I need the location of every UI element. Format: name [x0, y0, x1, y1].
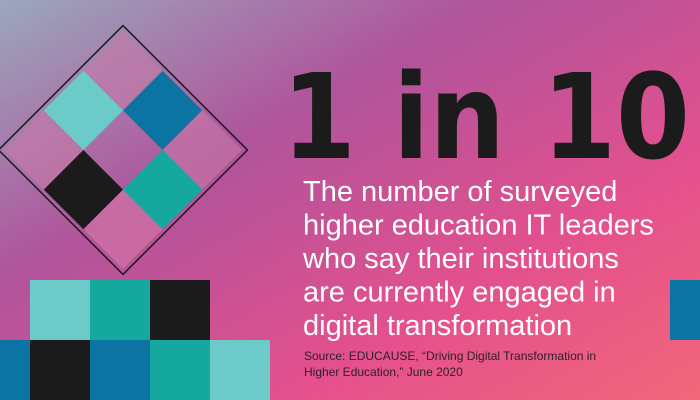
source-line: Higher Education,” June 2020: [304, 365, 463, 379]
block: [90, 340, 150, 400]
source: Source: EDUCAUSE, “Driving Digital Trans…: [304, 349, 596, 379]
block: [30, 280, 90, 340]
headline: 1 in 10: [282, 48, 690, 186]
description-line: The number of surveyed: [303, 176, 617, 208]
source-line: Source: EDUCAUSE, “Driving Digital Trans…: [304, 349, 596, 363]
block: [30, 340, 90, 400]
block: [150, 340, 210, 400]
description-line: who say their institutions: [302, 243, 619, 275]
block: [210, 340, 270, 400]
block: [90, 280, 150, 340]
description-line: higher education IT leaders: [303, 210, 654, 242]
block-pattern: [0, 280, 700, 400]
block: [0, 340, 30, 400]
block: [150, 280, 210, 340]
description-line: are currently engaged in: [303, 277, 616, 309]
block: [670, 280, 700, 340]
description-line: digital transformation: [303, 310, 572, 342]
diamond-outline: [0, 24, 249, 276]
